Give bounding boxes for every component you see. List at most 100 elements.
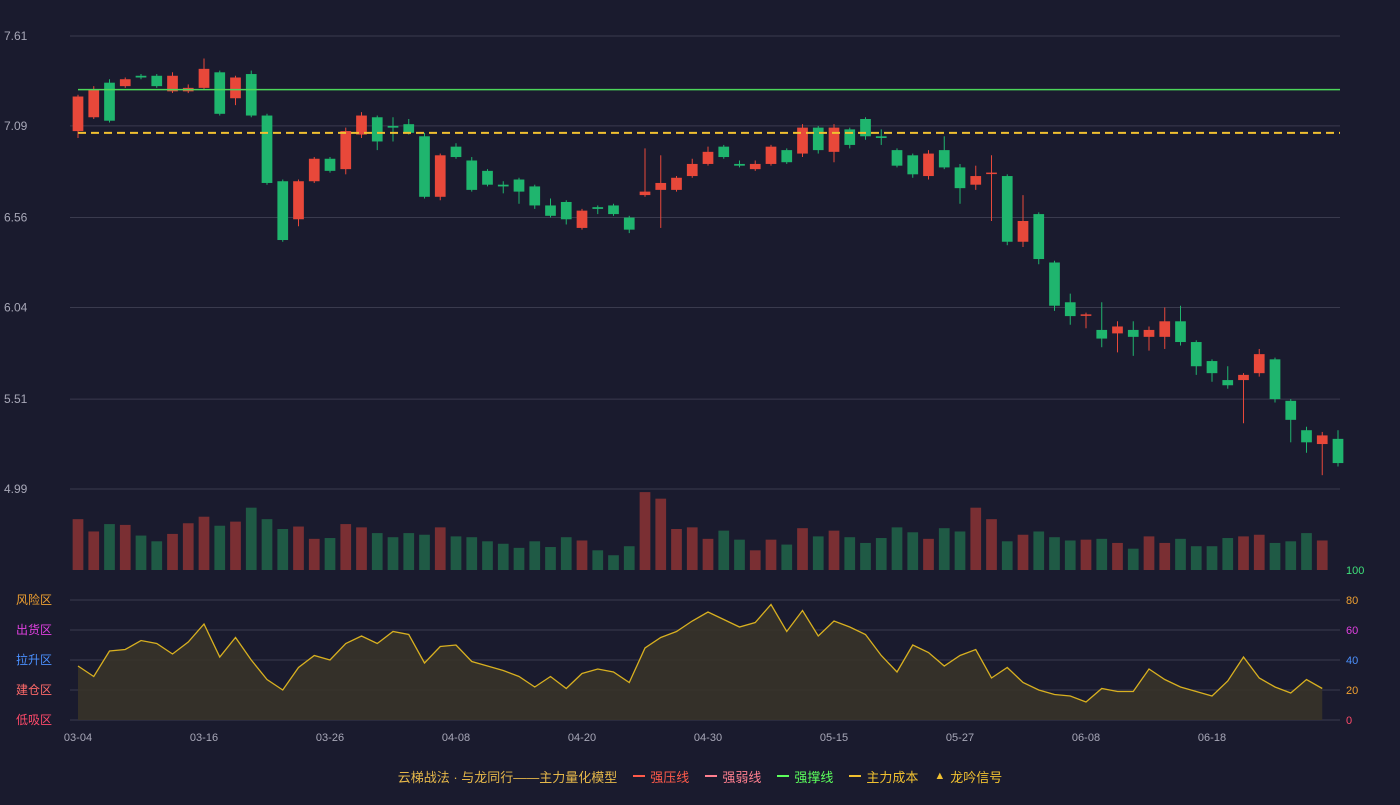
candle-body [324, 158, 336, 171]
pink-dashed-swatch-icon [705, 775, 718, 777]
candle-body [151, 75, 163, 87]
oscillator-series [77, 603, 1323, 720]
volume-bar [1206, 546, 1218, 570]
oscillator-tick-label: 80 [1346, 595, 1358, 607]
down-candle [875, 129, 887, 145]
volume-bar [860, 542, 871, 570]
zone-label: 风险区 [16, 592, 52, 607]
candle-body [907, 155, 919, 175]
volume-bar [749, 550, 761, 570]
volume-bar [151, 541, 163, 570]
candle-body [1096, 329, 1108, 339]
volume-bar [1080, 539, 1092, 570]
candle-body [1285, 400, 1297, 420]
volume-bar [671, 529, 682, 570]
x-tick-label: 05-15 [820, 732, 848, 744]
x-tick-label: 03-04 [64, 732, 92, 744]
volume-bar [482, 541, 493, 570]
volume-bar [450, 536, 462, 570]
down-candle [1269, 357, 1281, 403]
down-candle [592, 205, 604, 215]
oscillator-tick-label: 60 [1346, 625, 1358, 637]
candle-body [671, 177, 682, 190]
up-candle [72, 94, 84, 139]
down-candle [1332, 430, 1344, 467]
candle-body [655, 182, 667, 190]
candle-body [1112, 326, 1123, 334]
candle-body [765, 146, 777, 164]
volume-bar [923, 538, 934, 570]
down-candle [529, 184, 541, 209]
volume-bar [797, 528, 808, 570]
volume-bar [1190, 546, 1202, 570]
candle-body [986, 172, 997, 175]
zone-label: 低吸区 [16, 713, 52, 727]
x-tick-label: 05-27 [946, 732, 974, 744]
up-candle [702, 146, 714, 166]
volume-bar [371, 533, 383, 570]
up-candle [655, 155, 667, 228]
up-candle [308, 157, 320, 183]
price-y-axis: 7.61 7.09 6.56 6.04 5.51 4.99 [4, 29, 28, 496]
up-candle [198, 58, 210, 90]
volume-bar [182, 523, 194, 570]
volume-bar [655, 498, 667, 570]
volume-bar [938, 528, 950, 570]
candle-body [482, 170, 493, 185]
volume-bar [1143, 536, 1155, 570]
volume-bar [623, 546, 635, 570]
legend-item-signal[interactable]: ▲ 龙吟信号 [934, 767, 1002, 786]
candle-body [1175, 321, 1186, 343]
candle-body [970, 176, 982, 185]
volume-bar [261, 519, 273, 570]
candle-body [135, 75, 147, 78]
candle-body [1332, 438, 1344, 464]
candle-body [1143, 329, 1155, 337]
legend-item-strong-support[interactable]: 强撑线 [777, 767, 833, 786]
oscillator-tick-label: 20 [1346, 685, 1358, 697]
x-tick-label: 03-16 [190, 732, 218, 744]
down-candle [907, 153, 919, 178]
candle-body [1301, 430, 1312, 443]
up-candle [923, 150, 934, 180]
candle-body [1269, 359, 1281, 400]
oscillator-line [77, 603, 1323, 703]
candle-body [923, 153, 934, 177]
volume-bar [497, 543, 509, 570]
legend-item-strong-pressure[interactable]: 强压线 [633, 767, 689, 786]
up-candle [1017, 195, 1029, 247]
volume-bar [513, 547, 525, 570]
candle-body [938, 150, 950, 168]
legend-label: 强撑线 [794, 769, 834, 785]
volume-bar [167, 533, 178, 570]
volume-bar [1096, 538, 1108, 570]
legend-item-strength-line[interactable]: 强弱线 [705, 767, 761, 786]
down-candle [1096, 302, 1108, 348]
candle-body [419, 136, 430, 197]
price-tick-label: 6.56 [4, 211, 28, 225]
down-candle [1049, 260, 1060, 311]
oscillator-tick-label: 0 [1346, 715, 1352, 727]
price-tick-label: 7.09 [4, 119, 28, 133]
down-candle [1064, 293, 1076, 325]
down-candle [245, 70, 257, 118]
triangle-icon: ▲ [934, 770, 946, 782]
candle-body [545, 205, 556, 216]
down-candle [938, 136, 950, 170]
volume-bar [1017, 534, 1029, 570]
up-candle [1159, 307, 1171, 349]
candle-body [1206, 361, 1218, 374]
volume-bar [403, 533, 415, 570]
down-candle [560, 200, 572, 225]
down-candle [214, 70, 226, 116]
down-candle [497, 181, 509, 194]
volume-bar [702, 538, 714, 570]
candle-body [371, 117, 383, 142]
legend-item-main-cost[interactable]: 主力成本 [849, 767, 918, 786]
volume-bar [72, 519, 84, 570]
candle-body [88, 89, 100, 118]
candlestick-series [72, 58, 1344, 476]
volume-bar [844, 537, 856, 570]
up-candle [88, 86, 100, 119]
